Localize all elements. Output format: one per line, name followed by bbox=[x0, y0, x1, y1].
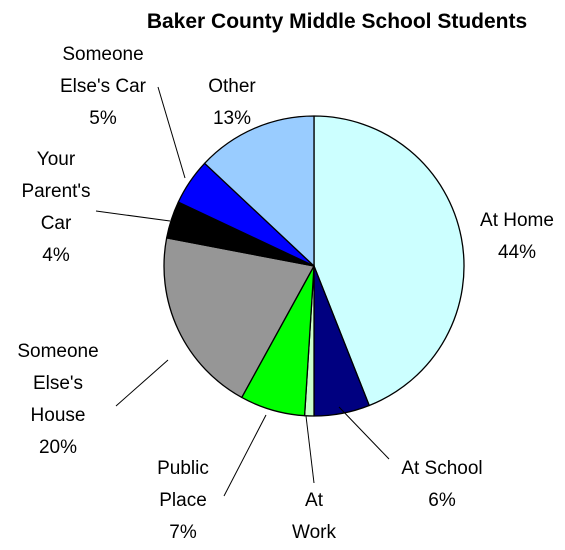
leader-line bbox=[305, 415, 315, 484]
slice-label: Someone Else's Car 5% bbox=[60, 44, 147, 129]
slice-label: Someone Else's House 20% bbox=[17, 341, 98, 458]
pie-slice bbox=[313, 115, 465, 407]
slice-label: Other 13% bbox=[208, 76, 256, 129]
slice-label: AtWork1% bbox=[292, 490, 336, 550]
leader-line bbox=[157, 86, 186, 179]
leader-line bbox=[95, 210, 171, 222]
pie-slice bbox=[204, 115, 315, 267]
leader-line bbox=[115, 359, 169, 407]
chart-title: Baker County Middle School Students bbox=[147, 10, 527, 33]
leader-line bbox=[223, 414, 267, 497]
pie-slice bbox=[163, 237, 315, 399]
slice-label: At Home 44% bbox=[480, 210, 554, 263]
slice-label: Public Place 7% bbox=[157, 458, 209, 543]
slice-label: Your Parent's Car 4% bbox=[21, 149, 90, 266]
slice-label: At School 6% bbox=[401, 458, 482, 511]
leader-line bbox=[338, 406, 390, 460]
